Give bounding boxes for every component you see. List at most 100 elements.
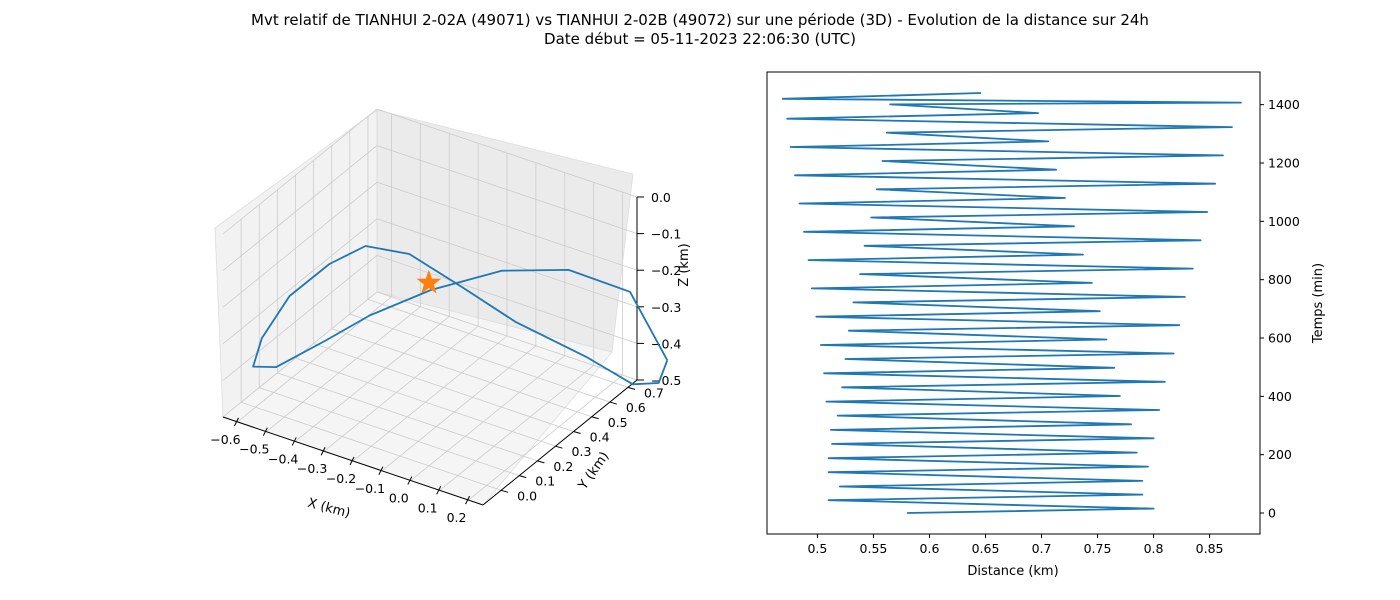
y-tick-3d (500, 489, 509, 493)
x-tick-label-3d: −0.3 (297, 461, 327, 476)
y-tick-label: 1400 (1268, 97, 1300, 112)
x-tick-label: 0.8 (1144, 541, 1164, 556)
grid-3d (222, 108, 638, 501)
x-tick-label: 0.85 (1196, 541, 1224, 556)
x-tick-3d (349, 456, 355, 466)
y-tick-label-3d: 0.2 (553, 459, 573, 474)
axes-3d (222, 197, 638, 506)
grid-line-x-floor (266, 306, 421, 432)
x-tick-3d (378, 466, 384, 476)
x-tick-label: 0.65 (972, 541, 1000, 556)
x-tick-3d (465, 495, 471, 505)
x-tick-label-3d: −0.1 (355, 481, 385, 496)
y-tick-label: 600 (1268, 331, 1292, 346)
x-axis-label-3d: X (km) (306, 496, 352, 522)
x-tick-3d (262, 427, 268, 436)
x-tick-label-3d: −0.6 (210, 432, 240, 447)
y-tick-label: 200 (1268, 447, 1292, 462)
x-tick-label-3d: 0.2 (447, 510, 467, 525)
z-tick-label-3d: −0.5 (651, 373, 681, 388)
z-tick-label-3d: −0.4 (651, 336, 681, 351)
grid-line-z-back (376, 181, 638, 271)
chart-distance: 0.5 0.55 0.6 0.65 0.7 0.75 0.8 0.85 0 200 400 600 8… (766, 71, 1326, 579)
y-tick-label: 1000 (1268, 214, 1300, 229)
x-tick-3d (291, 437, 297, 446)
z-tick-label-3d: −0.1 (651, 227, 681, 242)
chart-3d: −0.6−0.5−0.4−0.3−0.2−0.10.00.10.20.00.10… (210, 108, 692, 525)
grid-line-z-left (222, 255, 378, 381)
y-tick-label: 400 (1268, 389, 1292, 404)
x-axis-label: Distance (km) (967, 564, 1058, 579)
y-axis-label: Temps (min) (1311, 263, 1326, 344)
y-tick-3d (591, 416, 599, 420)
x-axis-line-3d (222, 416, 484, 506)
y-tick-label-3d: 0.5 (608, 415, 628, 430)
y-tick-label-3d: 0.7 (644, 385, 664, 400)
y-tick-3d (627, 386, 636, 390)
grid-line-z-back (376, 291, 638, 381)
grid-line-z-back (376, 218, 638, 308)
figure-title-line1: Mvt relatif de TIANHUI 2-02A (49071) vs … (251, 11, 1149, 29)
x-ticks: 0.5 0.55 0.6 0.65 0.7 0.75 0.8 0.85 (807, 534, 1224, 556)
y-tick-label: 1200 (1268, 156, 1300, 171)
x-tick-label: 0.55 (860, 541, 888, 556)
grid-line-z-back (376, 108, 638, 198)
grid-line-y-floor (313, 343, 574, 432)
x-tick-label: 0.7 (1032, 541, 1052, 556)
grid-line-x-floor (294, 316, 450, 442)
z-tick-label-3d: 0.0 (651, 190, 671, 205)
grid-line-x-floor (352, 335, 508, 462)
x-tick-3d (233, 417, 239, 427)
x-tick-3d (320, 446, 326, 456)
x-tick-label: 0.5 (807, 541, 827, 556)
y-tick-3d (609, 401, 617, 405)
y-tick-label-3d: 0.6 (626, 400, 646, 415)
z-axis-label-3d: Z (km) (677, 243, 692, 286)
y-tick-3d (519, 475, 527, 479)
y-axis-line-3d (482, 379, 638, 506)
figure-title-line2: Date début = 05-11-2023 22:06:30 (UTC) (544, 30, 856, 48)
y-tick-3d (537, 460, 545, 464)
grid-line-z-left (222, 181, 378, 308)
z-tick-label-3d: −0.2 (651, 263, 681, 278)
y-tick-3d (573, 430, 581, 434)
y-tick-label-3d: 0.3 (572, 444, 592, 459)
y-ticks: 0 200 400 600 800 1000 1200 1400 (1260, 97, 1300, 521)
grid-line-z-left (222, 145, 378, 271)
grid-line-y-floor (240, 401, 502, 491)
grid-line-z-left (222, 108, 378, 235)
trajectory-line (252, 245, 669, 386)
grid-line-x-floor (439, 365, 594, 491)
grid-line-y-floor (349, 313, 610, 403)
x-tick-label-3d: −0.5 (239, 442, 269, 457)
y-tick-label-3d: 0.1 (535, 474, 555, 489)
y-tick-3d (555, 445, 563, 449)
grid-line-y-floor (367, 298, 629, 388)
x-tick-label-3d: 0.0 (389, 491, 409, 506)
x-tick-label-3d: −0.4 (268, 451, 298, 466)
grid-line-x-floor (323, 325, 479, 452)
grid-line-x-floor (468, 374, 623, 501)
x-tick-label: 0.75 (1084, 541, 1112, 556)
ticks-3d: −0.6−0.5−0.4−0.3−0.2−0.10.00.10.20.00.10… (210, 190, 681, 525)
grid-line-z-back (376, 255, 638, 344)
x-tick-3d (407, 476, 413, 485)
x-tick-3d (436, 486, 442, 495)
grid-line-x-floor (381, 345, 537, 472)
grid-line-y-floor (331, 328, 592, 418)
z-tick-label-3d: −0.3 (651, 300, 681, 315)
grid-line-z-back (376, 145, 638, 234)
grid-line-y-floor (295, 357, 556, 447)
grid-line-x-floor (410, 355, 566, 481)
x-tick-label-3d: −0.2 (326, 471, 356, 486)
origin-star-marker (416, 269, 442, 294)
x-tick-label-3d: 0.1 (418, 500, 438, 515)
y-tick-label-3d: 0.0 (517, 488, 537, 503)
grid-line-z-left (222, 218, 378, 345)
y-tick-label-3d: 0.4 (590, 429, 610, 444)
grid-line-y-floor (259, 387, 520, 476)
distance-series-line (781, 92, 1242, 514)
grid-line-y-floor (277, 372, 538, 462)
y-tick-label: 800 (1268, 272, 1292, 287)
